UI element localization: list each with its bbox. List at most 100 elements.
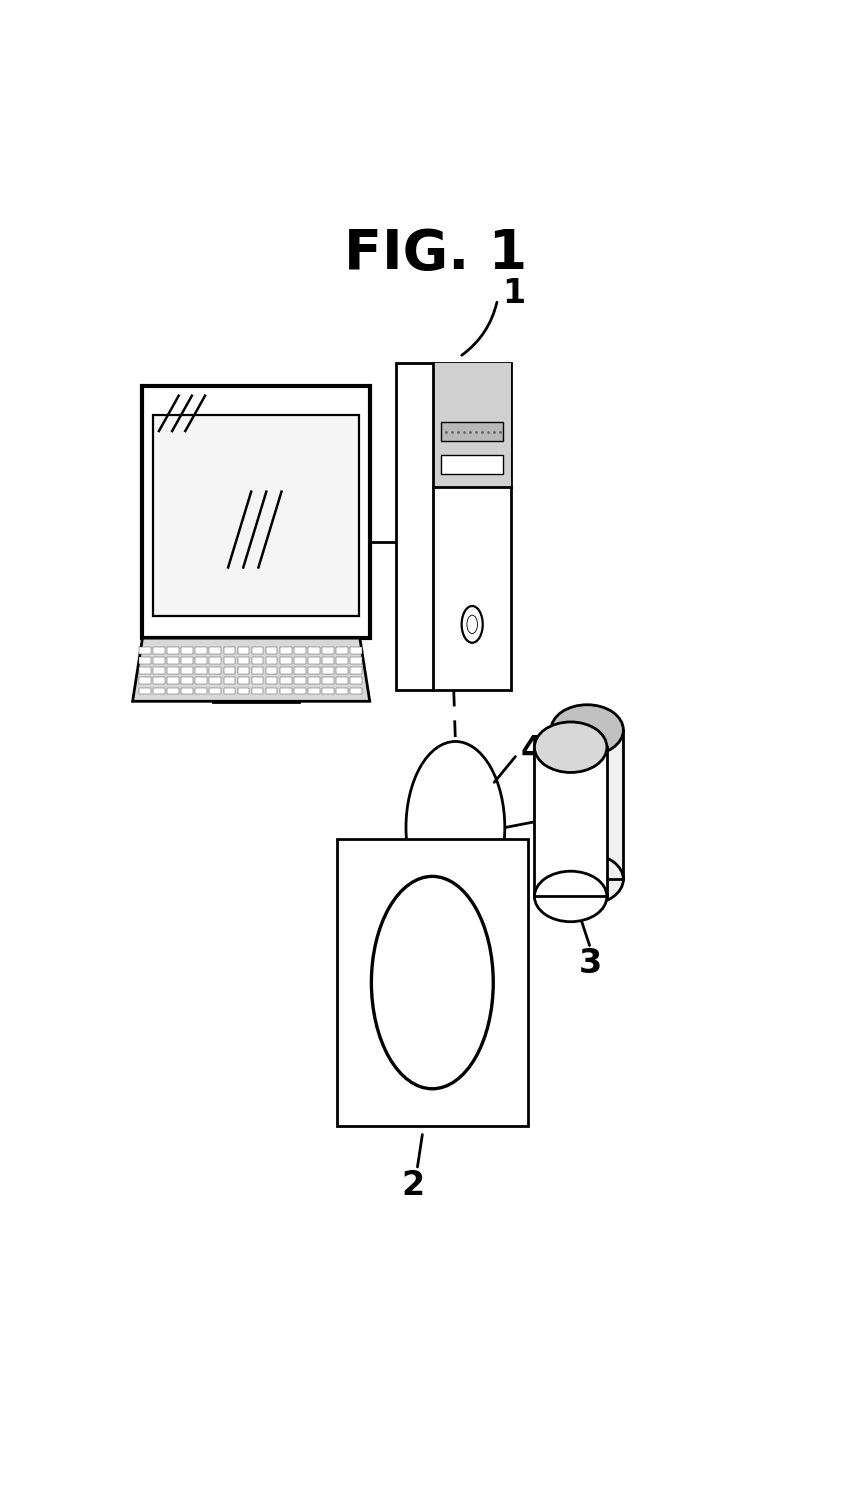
Polygon shape xyxy=(551,731,623,880)
FancyBboxPatch shape xyxy=(252,687,264,695)
Circle shape xyxy=(467,616,478,634)
FancyBboxPatch shape xyxy=(224,677,235,684)
FancyBboxPatch shape xyxy=(322,687,334,695)
FancyBboxPatch shape xyxy=(280,666,292,674)
FancyBboxPatch shape xyxy=(181,647,193,653)
FancyBboxPatch shape xyxy=(238,658,249,663)
FancyBboxPatch shape xyxy=(308,647,320,653)
FancyBboxPatch shape xyxy=(213,677,299,702)
FancyBboxPatch shape xyxy=(396,362,512,690)
FancyBboxPatch shape xyxy=(322,666,334,674)
FancyBboxPatch shape xyxy=(252,677,264,684)
FancyBboxPatch shape xyxy=(167,687,179,695)
FancyBboxPatch shape xyxy=(350,677,362,684)
FancyBboxPatch shape xyxy=(336,647,348,653)
FancyBboxPatch shape xyxy=(252,666,264,674)
FancyBboxPatch shape xyxy=(196,658,207,663)
FancyBboxPatch shape xyxy=(224,647,235,653)
FancyBboxPatch shape xyxy=(350,666,362,674)
Text: FIG. 1: FIG. 1 xyxy=(344,227,527,280)
FancyBboxPatch shape xyxy=(139,677,151,684)
FancyBboxPatch shape xyxy=(139,687,151,695)
FancyBboxPatch shape xyxy=(153,666,165,674)
FancyBboxPatch shape xyxy=(224,666,235,674)
FancyBboxPatch shape xyxy=(433,362,512,488)
Ellipse shape xyxy=(535,871,607,921)
Text: 3: 3 xyxy=(579,947,602,980)
FancyBboxPatch shape xyxy=(252,658,264,663)
FancyBboxPatch shape xyxy=(209,666,221,674)
FancyBboxPatch shape xyxy=(280,647,292,653)
FancyBboxPatch shape xyxy=(139,666,151,674)
FancyBboxPatch shape xyxy=(153,647,165,653)
Ellipse shape xyxy=(551,854,623,905)
FancyBboxPatch shape xyxy=(181,677,193,684)
Circle shape xyxy=(371,877,493,1088)
FancyBboxPatch shape xyxy=(139,647,151,653)
FancyBboxPatch shape xyxy=(308,658,320,663)
FancyBboxPatch shape xyxy=(167,666,179,674)
FancyBboxPatch shape xyxy=(167,647,179,653)
FancyBboxPatch shape xyxy=(209,677,221,684)
FancyBboxPatch shape xyxy=(308,677,320,684)
FancyBboxPatch shape xyxy=(153,677,165,684)
FancyBboxPatch shape xyxy=(209,687,221,695)
FancyBboxPatch shape xyxy=(308,666,320,674)
FancyBboxPatch shape xyxy=(238,666,249,674)
FancyBboxPatch shape xyxy=(181,666,193,674)
Polygon shape xyxy=(535,747,607,896)
Ellipse shape xyxy=(551,705,623,756)
FancyBboxPatch shape xyxy=(224,687,235,695)
FancyBboxPatch shape xyxy=(266,666,277,674)
FancyBboxPatch shape xyxy=(294,666,306,674)
FancyBboxPatch shape xyxy=(350,647,362,653)
FancyBboxPatch shape xyxy=(153,687,165,695)
FancyBboxPatch shape xyxy=(252,647,264,653)
FancyBboxPatch shape xyxy=(196,687,207,695)
FancyBboxPatch shape xyxy=(322,647,334,653)
FancyBboxPatch shape xyxy=(224,658,235,663)
FancyBboxPatch shape xyxy=(196,677,207,684)
Text: 1: 1 xyxy=(502,277,525,310)
FancyBboxPatch shape xyxy=(196,647,207,653)
FancyBboxPatch shape xyxy=(266,687,277,695)
FancyBboxPatch shape xyxy=(238,687,249,695)
FancyBboxPatch shape xyxy=(337,839,528,1126)
FancyBboxPatch shape xyxy=(280,658,292,663)
Circle shape xyxy=(462,605,483,643)
FancyBboxPatch shape xyxy=(209,647,221,653)
FancyBboxPatch shape xyxy=(336,677,348,684)
FancyBboxPatch shape xyxy=(280,687,292,695)
FancyBboxPatch shape xyxy=(294,687,306,695)
FancyBboxPatch shape xyxy=(153,658,165,663)
FancyBboxPatch shape xyxy=(167,677,179,684)
FancyBboxPatch shape xyxy=(209,658,221,663)
FancyBboxPatch shape xyxy=(308,687,320,695)
FancyBboxPatch shape xyxy=(294,658,306,663)
FancyBboxPatch shape xyxy=(336,687,348,695)
Ellipse shape xyxy=(535,722,607,772)
Polygon shape xyxy=(243,641,269,677)
FancyBboxPatch shape xyxy=(143,386,370,638)
FancyBboxPatch shape xyxy=(280,677,292,684)
FancyBboxPatch shape xyxy=(336,658,348,663)
FancyBboxPatch shape xyxy=(196,666,207,674)
FancyBboxPatch shape xyxy=(266,647,277,653)
FancyBboxPatch shape xyxy=(322,677,334,684)
Polygon shape xyxy=(133,638,370,701)
FancyBboxPatch shape xyxy=(238,647,249,653)
FancyBboxPatch shape xyxy=(441,455,503,474)
FancyBboxPatch shape xyxy=(181,658,193,663)
FancyBboxPatch shape xyxy=(441,422,503,441)
FancyBboxPatch shape xyxy=(350,687,362,695)
FancyBboxPatch shape xyxy=(322,658,334,663)
FancyBboxPatch shape xyxy=(181,687,193,695)
FancyBboxPatch shape xyxy=(336,666,348,674)
Circle shape xyxy=(406,741,505,914)
Text: 2: 2 xyxy=(402,1169,425,1202)
Text: 4: 4 xyxy=(520,734,544,766)
FancyBboxPatch shape xyxy=(153,414,360,616)
FancyBboxPatch shape xyxy=(294,677,306,684)
FancyBboxPatch shape xyxy=(139,658,151,663)
FancyBboxPatch shape xyxy=(167,658,179,663)
